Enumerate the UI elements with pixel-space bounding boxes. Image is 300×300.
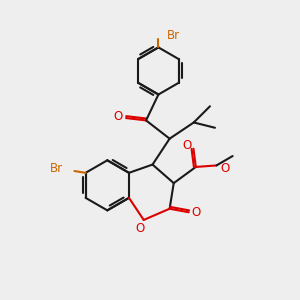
Text: O: O [113, 110, 122, 123]
Text: O: O [220, 163, 229, 176]
Text: Br: Br [50, 162, 63, 175]
Text: O: O [136, 222, 145, 235]
Text: Br: Br [167, 29, 180, 42]
Text: O: O [191, 206, 201, 219]
Text: O: O [182, 139, 192, 152]
